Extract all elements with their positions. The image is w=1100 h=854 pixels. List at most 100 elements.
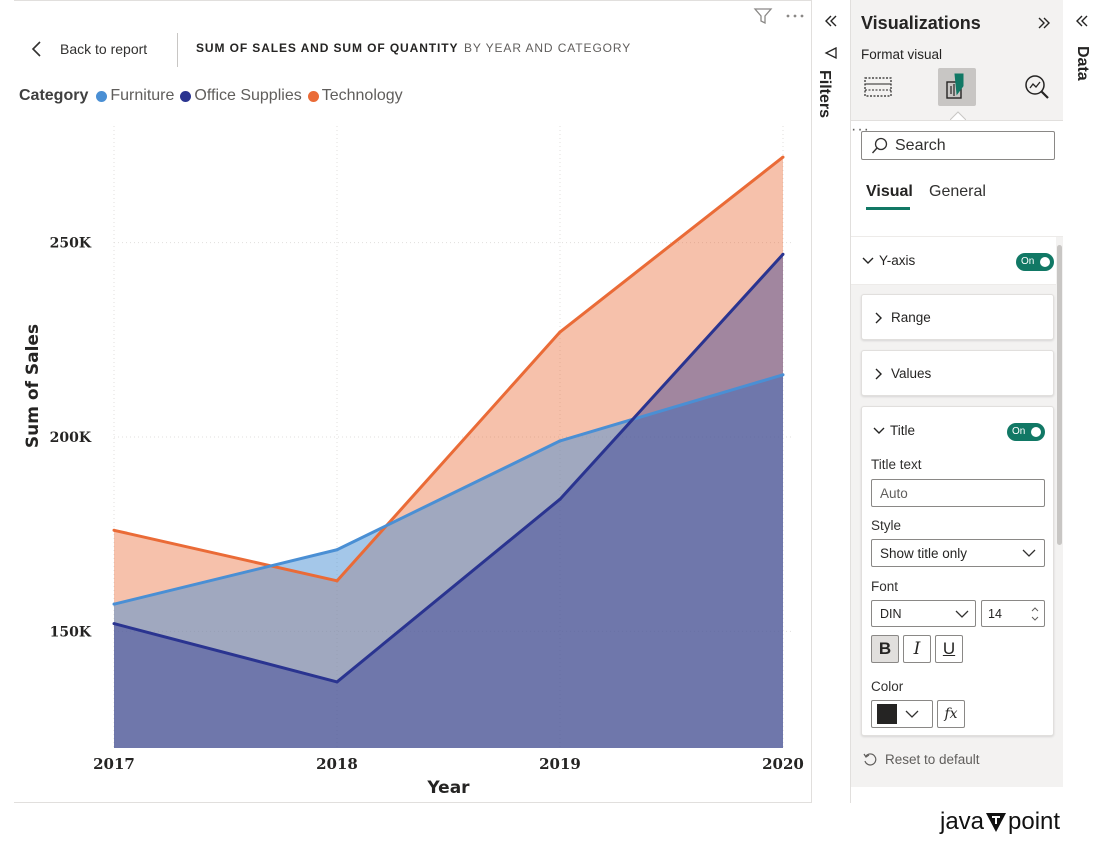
- toggle-label: On: [1012, 426, 1026, 437]
- bold-button[interactable]: B: [871, 635, 899, 663]
- chevron-down-icon: [862, 257, 874, 264]
- conditional-format-button[interactable]: fx: [937, 700, 965, 728]
- reset-to-default-button[interactable]: Reset to default: [863, 752, 980, 767]
- legend-item-furniture[interactable]: Furniture: [96, 87, 174, 105]
- filter-pane-icon: [824, 46, 837, 60]
- search-input[interactable]: [895, 136, 1045, 155]
- data-point: [558, 497, 562, 501]
- font-size-value: 14: [988, 606, 1002, 621]
- more-options-icon[interactable]: [784, 5, 806, 27]
- filters-pane: Filters: [812, 0, 850, 803]
- format-visual-label: Format visual: [861, 47, 943, 62]
- back-to-report-label: Back to report: [60, 41, 148, 57]
- title-section-header[interactable]: Title: [872, 423, 915, 438]
- color-picker[interactable]: [871, 700, 933, 728]
- chevron-right-icon: [875, 368, 882, 379]
- chevron-down-icon: [905, 710, 919, 718]
- x-tick-label: 2020: [762, 755, 804, 773]
- toggle-knob: [1040, 257, 1050, 267]
- yaxis-toggle[interactable]: On: [1016, 253, 1054, 271]
- tab-caret: [950, 111, 966, 120]
- analytics-tab[interactable]: [1018, 68, 1056, 106]
- chevron-left-icon: [31, 41, 41, 57]
- build-visual-tab[interactable]: [859, 68, 897, 106]
- x-axis-title: Year: [426, 778, 470, 798]
- y-tick-label: 200K: [50, 430, 92, 446]
- values-card[interactable]: Values: [861, 350, 1054, 396]
- filters-pane-label[interactable]: Filters: [816, 70, 833, 119]
- data-point: [335, 548, 339, 552]
- format-visual-tab[interactable]: [938, 68, 976, 106]
- toggle-label: On: [1021, 256, 1035, 267]
- legend-item-office-supplies[interactable]: Office Supplies: [180, 87, 302, 105]
- underline-button[interactable]: U: [935, 635, 963, 663]
- chart-legend: Category Furniture Office Supplies Techn…: [19, 87, 409, 105]
- title-card: Title On Title text Auto Style Show titl…: [861, 406, 1054, 736]
- area-furniture: [114, 374, 783, 748]
- spin-arrows-icon[interactable]: [1030, 604, 1040, 624]
- tab-visual[interactable]: Visual: [866, 183, 913, 200]
- yaxis-section-header[interactable]: Y-axis: [861, 253, 915, 268]
- color-swatch: [877, 704, 897, 724]
- reset-icon: [863, 752, 877, 766]
- visualizations-pane: Visualizations Format visual: [850, 0, 1064, 803]
- filter-icon[interactable]: [752, 5, 774, 27]
- style-dropdown[interactable]: Show title only: [871, 539, 1045, 567]
- range-card[interactable]: Range: [861, 294, 1054, 340]
- format-cards-list: Y-axis On Range Values: [851, 237, 1064, 787]
- legend-dot: [96, 90, 108, 102]
- tab-divider: [851, 236, 1064, 237]
- chevron-right-icon: [875, 312, 882, 323]
- data-pane-label[interactable]: Data: [1074, 46, 1091, 81]
- visualizations-title: Visualizations: [861, 13, 981, 33]
- font-size-stepper[interactable]: 14: [981, 600, 1045, 627]
- style-value: Show title only: [880, 545, 968, 561]
- y-axis-title: Sum of Sales: [23, 324, 43, 448]
- data-point: [558, 330, 562, 334]
- title-section-label: Title: [890, 423, 916, 438]
- double-chevron-right-icon[interactable]: [1035, 14, 1053, 32]
- data-pane: Data: [1063, 0, 1100, 803]
- values-section-header[interactable]: Values: [872, 366, 931, 381]
- javatpoint-logo: java point: [940, 808, 1060, 836]
- legend-dot: [307, 90, 319, 102]
- x-tick-label: 2018: [316, 755, 358, 773]
- back-to-report-button[interactable]: Back to report: [30, 37, 147, 61]
- paintbrush-icon: [946, 73, 964, 99]
- legend-item-technology[interactable]: Technology: [307, 87, 403, 105]
- chevron-down-icon: [1022, 549, 1036, 557]
- range-section-header[interactable]: Range: [872, 310, 931, 325]
- toggle-knob: [1031, 427, 1041, 437]
- x-tick-label: 2019: [539, 755, 581, 773]
- visual-title: SUM OF SALES AND SUM OF QUANTITY: [196, 41, 459, 55]
- area-office-supplies: [114, 254, 783, 748]
- data-point: [335, 579, 339, 583]
- title-text-input[interactable]: Auto: [871, 479, 1045, 507]
- range-label: Range: [891, 310, 931, 325]
- line-office-supplies: [113, 253, 785, 684]
- tab-general[interactable]: General: [929, 183, 986, 200]
- double-chevron-left-icon[interactable]: [1073, 12, 1091, 30]
- format-panel-body: Visual General ··· Y-axis On Range: [851, 120, 1064, 803]
- values-label: Values: [891, 366, 932, 381]
- visual-subtitle: BY YEAR AND CATEGORY: [464, 41, 632, 55]
- brand-right: point: [1008, 808, 1061, 835]
- font-family-dropdown[interactable]: DIN: [871, 600, 976, 627]
- italic-button[interactable]: I: [903, 635, 931, 663]
- data-point: [112, 528, 116, 532]
- legend-label: Furniture: [110, 87, 175, 104]
- x-tick-label: 2017: [93, 755, 135, 773]
- area-chart[interactable]: 150K 200K 250K 2017 2018 2019 2020 Year Sum of S…: [14, 106, 812, 801]
- visual-header: [14, 1, 812, 31]
- chevron-down-icon: [955, 610, 969, 618]
- title-text-value: Auto: [880, 485, 908, 501]
- search-box[interactable]: [861, 131, 1055, 160]
- yaxis-section: Y-axis On: [851, 237, 1056, 285]
- data-point: [112, 622, 116, 626]
- y-tick-label: 250K: [50, 236, 92, 252]
- title-toggle[interactable]: On: [1007, 423, 1045, 441]
- color-label: Color: [871, 679, 904, 694]
- scrollbar[interactable]: [1057, 245, 1062, 545]
- double-chevron-left-icon[interactable]: [822, 12, 840, 30]
- build-visual-icon: [864, 77, 892, 97]
